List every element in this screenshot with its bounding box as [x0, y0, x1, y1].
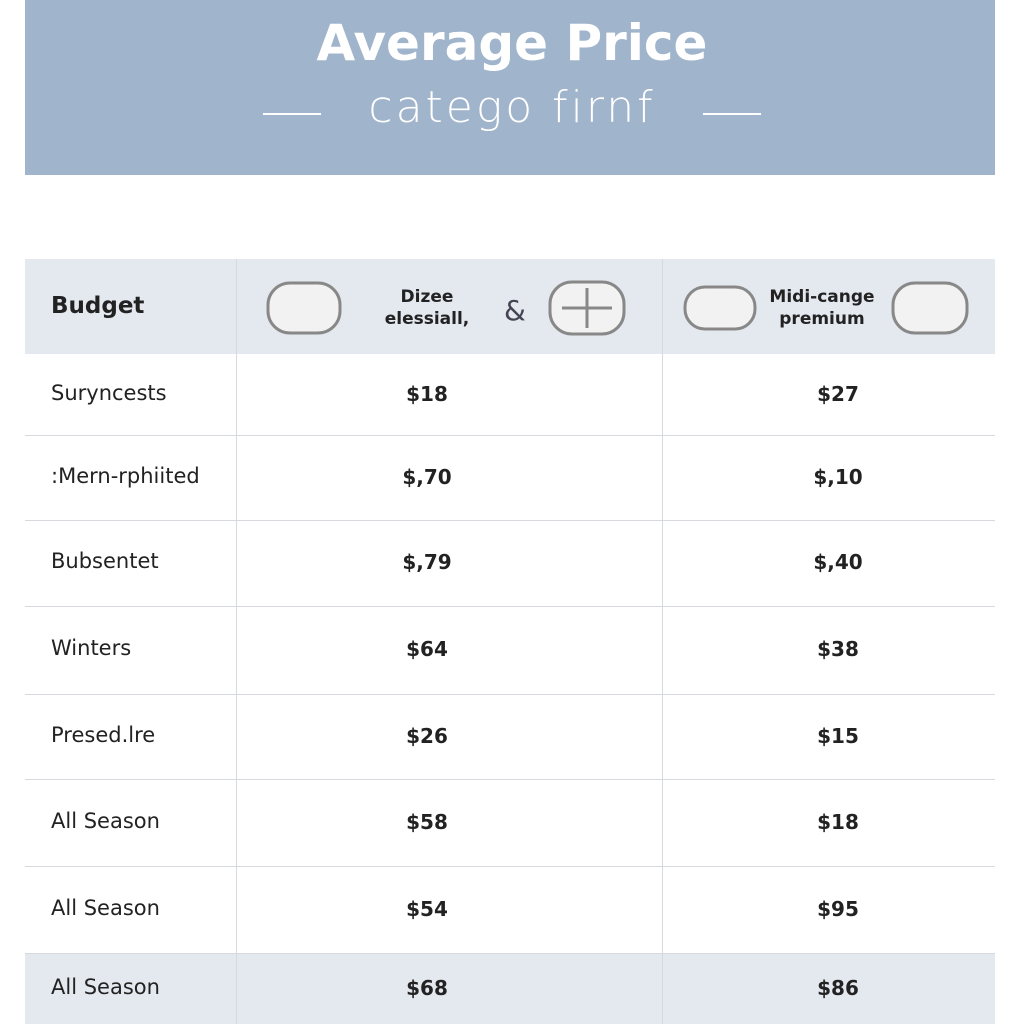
price-cell: $86 — [817, 975, 859, 1000]
header-cell: Dizee elessiall, — [384, 287, 470, 329]
row-label: :Mern-rphiited — [51, 463, 200, 488]
row-separator — [25, 779, 995, 780]
price-cell: $26 — [406, 723, 448, 748]
tire-icon — [266, 281, 342, 335]
price-cell: $,79 — [402, 550, 452, 574]
price-cell: $58 — [406, 809, 448, 834]
header-cell: Budget — [51, 293, 145, 319]
price-cell: $68 — [406, 975, 448, 1000]
row-separator — [25, 435, 995, 436]
title: Average Price — [316, 14, 708, 72]
decor-line — [263, 113, 321, 115]
header-banner — [25, 0, 995, 175]
row-label: Presed.lre — [51, 722, 156, 747]
price-cell: $,10 — [813, 464, 863, 489]
row-separator — [25, 606, 995, 607]
row-label: Winters — [51, 636, 132, 660]
price-cell: $95 — [817, 896, 859, 921]
row-label: All Season — [51, 974, 160, 999]
row-highlight — [25, 953, 995, 1024]
price-cell: $,40 — [813, 550, 863, 574]
price-cell: $38 — [817, 637, 859, 661]
column-separator — [662, 259, 663, 1024]
price-cell: $27 — [817, 381, 859, 406]
price-cell: $,70 — [402, 464, 452, 489]
table-header — [25, 259, 995, 354]
row-label: Suryncests — [51, 380, 167, 405]
row-label: All Season — [51, 808, 160, 833]
row-separator — [25, 953, 995, 954]
decor-line — [703, 113, 761, 115]
price-cell: $64 — [406, 637, 448, 661]
row-separator — [25, 866, 995, 867]
subtitle: catego firnf — [368, 82, 656, 133]
column-separator — [236, 259, 237, 1024]
row-separator — [25, 694, 995, 695]
price-cell: $54 — [406, 896, 448, 921]
row-label: Bubsentet — [51, 549, 159, 573]
price-cell: $18 — [406, 381, 448, 406]
row-separator — [25, 520, 995, 521]
header-cell: Midi-cange premium — [769, 287, 875, 329]
tire-icon — [891, 281, 969, 335]
price-cell: $18 — [817, 809, 859, 834]
tire-icon — [683, 285, 757, 331]
header-cell: & — [504, 294, 526, 327]
tire-icons — [266, 280, 969, 336]
row-label: All Season — [51, 895, 160, 920]
price-cell: $15 — [817, 723, 859, 748]
